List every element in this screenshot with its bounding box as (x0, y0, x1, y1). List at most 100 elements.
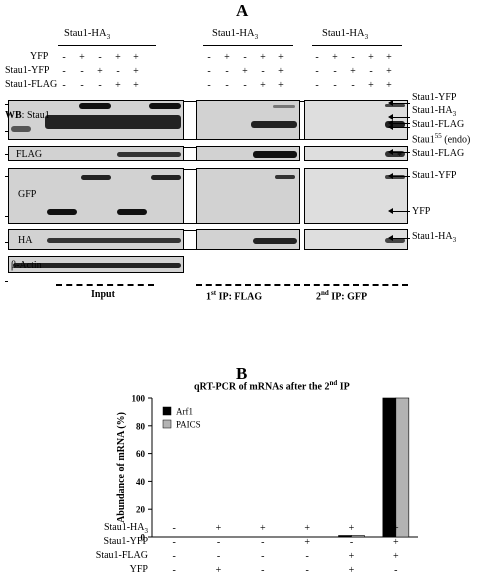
sign-g0-r2-c1: - (80, 80, 84, 91)
arrow-stau1-endo (388, 124, 410, 130)
band-ip2-flag (385, 151, 405, 157)
band-ip1-stau1 (251, 121, 297, 128)
legend-label-paics: PAICS (176, 420, 201, 430)
panel-b-chart: 0 20 40 60 80 100 Abundance of mRNA (%) Arf1 PAI… (116, 394, 418, 543)
blot-stau1-ip1 (196, 100, 300, 140)
sign-g2-r0-c1: + (332, 52, 338, 63)
sign-g1-r0-c4: + (278, 52, 284, 63)
sign-b-r0-c0: - (172, 523, 176, 534)
group-title-line-input (58, 45, 156, 46)
band-ip2-stau1 (385, 121, 405, 128)
arrow-stau1-ha3 (388, 114, 410, 120)
sign-g2-r1-c2: + (350, 66, 356, 77)
marker-tick-row3-0 (5, 242, 8, 243)
connector-flag-bot (184, 160, 196, 161)
band-ip1-flag (253, 151, 297, 158)
label-stau1-endo: Stau155 (endo) (412, 132, 471, 146)
condition-label-yfp: YFP (30, 51, 49, 62)
sign-b-r3-c2: - (261, 565, 265, 576)
blot-flag-input (8, 146, 184, 161)
sign-g0-r1-c2: + (97, 66, 103, 77)
sign-b-r1-c2: - (261, 537, 265, 548)
sign-b-r3-c0: - (172, 565, 176, 576)
connector-gfp-top (184, 169, 196, 170)
label-ha-band: Stau1-HA3 (412, 231, 457, 244)
connector-ha-bot (184, 249, 196, 250)
group-title-input: Stau1-HA3 (64, 28, 111, 42)
arrow-stau1-yfp (388, 100, 410, 106)
condition-label-stau1-flag: Stau1-FLAG (5, 79, 58, 90)
sign-b-r2-c1: - (216, 551, 221, 562)
sign-g0-r0-c3: + (115, 52, 121, 63)
blot-stau1-input (8, 100, 184, 140)
band-actin (13, 263, 181, 268)
band-gfp-stau1-yfp (81, 175, 111, 180)
marker-tick-row1-0 (5, 154, 8, 155)
sign-b-r0-c5: + (393, 523, 399, 534)
sign-b-r2-c5: + (393, 551, 399, 562)
y-axis-label: Abundance of mRNA (%) (116, 412, 127, 523)
y-tick-label-100: 100 (132, 394, 146, 404)
blot-ha-ip1 (196, 229, 300, 250)
blot-gfp-input (8, 168, 184, 224)
panel-b-label: B (236, 364, 248, 383)
sign-b-r3-c3: - (305, 565, 309, 576)
group-title-ip1: Stau1-HA3 (212, 28, 259, 42)
condition-label-stau1-yfp: Stau1-YFP (5, 65, 50, 76)
sign-b-r0-c2: + (260, 523, 266, 534)
sign-g0-r1-c1: - (80, 66, 84, 77)
condition-label-b-sub: 3 (144, 527, 149, 535)
band-stau1-endo (11, 126, 31, 132)
connector-ha-top (184, 230, 196, 231)
blot-actin-input (8, 256, 184, 273)
marker-tick-row2-1 (5, 216, 8, 217)
sign-b-r2-c3: - (305, 551, 309, 562)
band-ip2-stau1-yfp (385, 104, 405, 107)
connector-flag-top (184, 147, 196, 148)
sign-g0-r1-c0: - (62, 66, 66, 77)
group-title-ip2: Stau1-HA3 (322, 28, 369, 42)
band-ha (47, 238, 181, 243)
footer-ip2: 2nd IP: GFP (316, 289, 368, 303)
sign-b-r1-c0: - (172, 537, 176, 548)
sign-g1-r0-c2: - (243, 52, 247, 63)
sign-b-r0-c4: + (348, 523, 355, 534)
sign-g2-r1-c1: - (333, 66, 337, 77)
sign-g2-r0-c3: + (368, 52, 374, 63)
band-stau1-yfp-2 (149, 103, 181, 109)
blot-gfp-ip1 (196, 168, 300, 224)
footer-line-input (56, 284, 154, 286)
arrow-gfp-stau1-yfp (388, 173, 410, 179)
sign-g1-r1-c4: + (278, 66, 284, 77)
band-gfp-yfp (47, 209, 77, 215)
row-label-ha: HA (18, 235, 33, 246)
sign-g1-r0-c1: + (224, 52, 230, 63)
sign-b-r3-c5: - (394, 565, 398, 576)
arrow-ha (388, 235, 410, 241)
sign-g2-r0-c2: - (351, 52, 355, 63)
sign-g1-r1-c1: - (225, 66, 229, 77)
band-ip2-ha (385, 238, 405, 243)
label-flag-band: Stau1-FLAG (412, 148, 465, 159)
sign-g0-r0-c4: + (133, 52, 139, 63)
row-label-actin: β-Actin (11, 260, 42, 271)
band-gfp-yfp-2 (117, 209, 147, 215)
arrow-gfp-yfp (388, 208, 410, 214)
marker-tick-row0-1 (5, 131, 8, 132)
label-stau1-flag: Stau1-FLAG (412, 119, 465, 130)
blot-ha-input (8, 229, 184, 250)
sign-b-r1-c3: + (304, 537, 310, 548)
sign-g2-r2-c0: - (315, 80, 319, 91)
sign-g1-r2-c4: + (278, 80, 284, 91)
band-ip1-gfp (275, 175, 295, 179)
sign-b-r3-c4: + (348, 565, 355, 576)
sign-g2-r0-c4: + (386, 52, 392, 63)
y-tick-label-20: 20 (136, 505, 146, 515)
group-title-line-ip2 (312, 45, 402, 46)
sign-g2-r2-c4: + (386, 80, 392, 91)
blot-flag-ip2 (304, 146, 408, 161)
sign-g1-r2-c1: - (225, 80, 229, 91)
blot-ha-ip2 (304, 229, 408, 250)
legend-swatch-arf1 (162, 406, 172, 416)
sign-b-r1-c5: + (393, 537, 399, 548)
